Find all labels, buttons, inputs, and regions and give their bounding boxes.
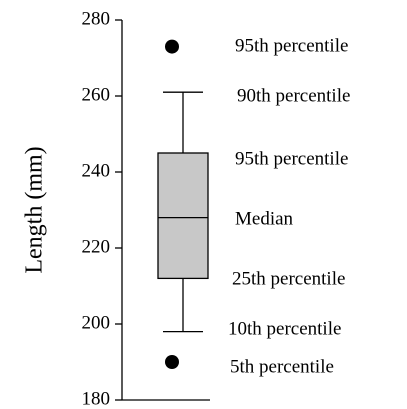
- y-tick-label: 220: [82, 236, 111, 257]
- annotation: 95th percentile: [235, 148, 348, 169]
- y-tick-label: 280: [82, 8, 111, 29]
- y-tick-label: 260: [82, 84, 111, 105]
- y-tick-label: 180: [82, 388, 111, 409]
- y-tick-label: 240: [82, 160, 111, 181]
- y-axis-label: Length (mm): [22, 146, 48, 273]
- outlier: [165, 355, 179, 369]
- outlier: [165, 39, 179, 54]
- annotation: 5th percentile: [230, 356, 334, 377]
- annotation: 10th percentile: [228, 318, 341, 339]
- annotation: 95th percentile: [235, 35, 348, 56]
- annotation: 25th percentile: [232, 268, 345, 289]
- y-tick-label: 200: [82, 312, 111, 333]
- annotation: 90th percentile: [237, 85, 350, 106]
- annotation: Median: [235, 208, 294, 229]
- box: [157, 152, 209, 280]
